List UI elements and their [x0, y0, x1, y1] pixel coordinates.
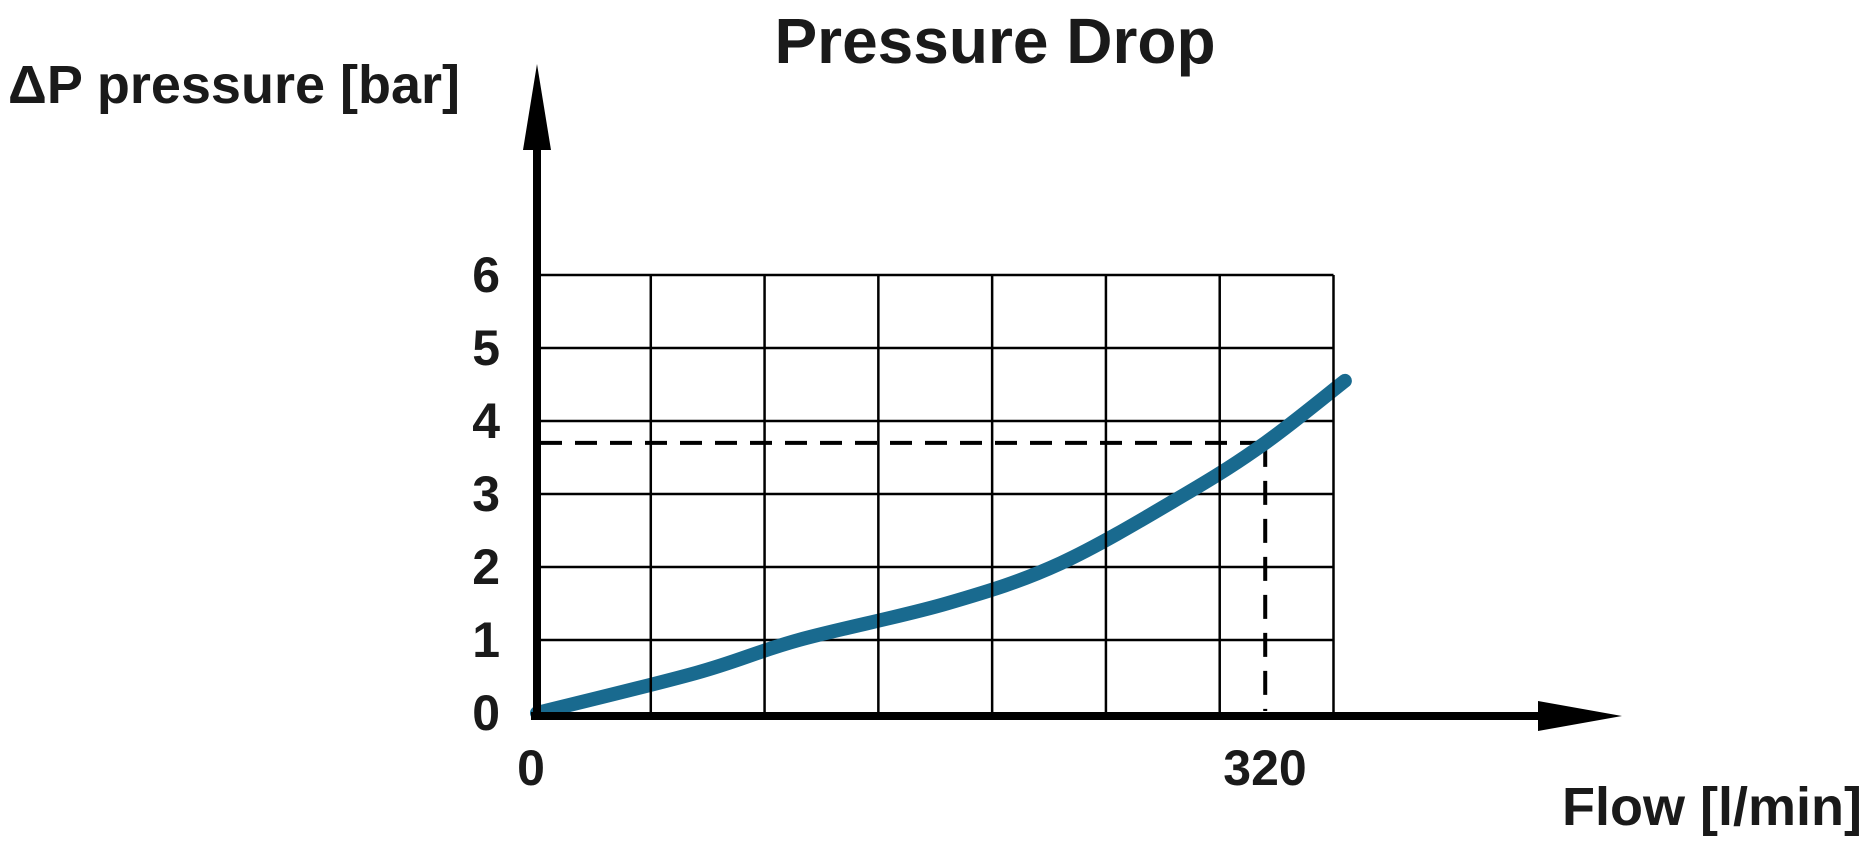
y-tick-1: 1	[472, 612, 500, 668]
y-tick-3: 3	[472, 466, 500, 522]
x-tick-0: 0	[517, 740, 545, 796]
y-tick-0: 0	[472, 685, 500, 741]
x-tick-320: 320	[1223, 740, 1307, 796]
y-tick-5: 5	[472, 320, 500, 376]
y-tick-6: 6	[472, 247, 500, 303]
y-tick-4: 4	[472, 393, 500, 449]
x-axis-arrowhead-icon	[1538, 701, 1622, 731]
x-axis-label: Flow [l/min]	[1562, 777, 1862, 837]
y-tick-2: 2	[472, 539, 500, 595]
chart-title: Pressure Drop	[774, 5, 1216, 77]
y-axis-arrowhead-icon	[523, 64, 551, 150]
pressure-drop-curve	[530, 373, 1352, 720]
y-axis-label: ΔP pressure [bar]	[8, 55, 460, 115]
